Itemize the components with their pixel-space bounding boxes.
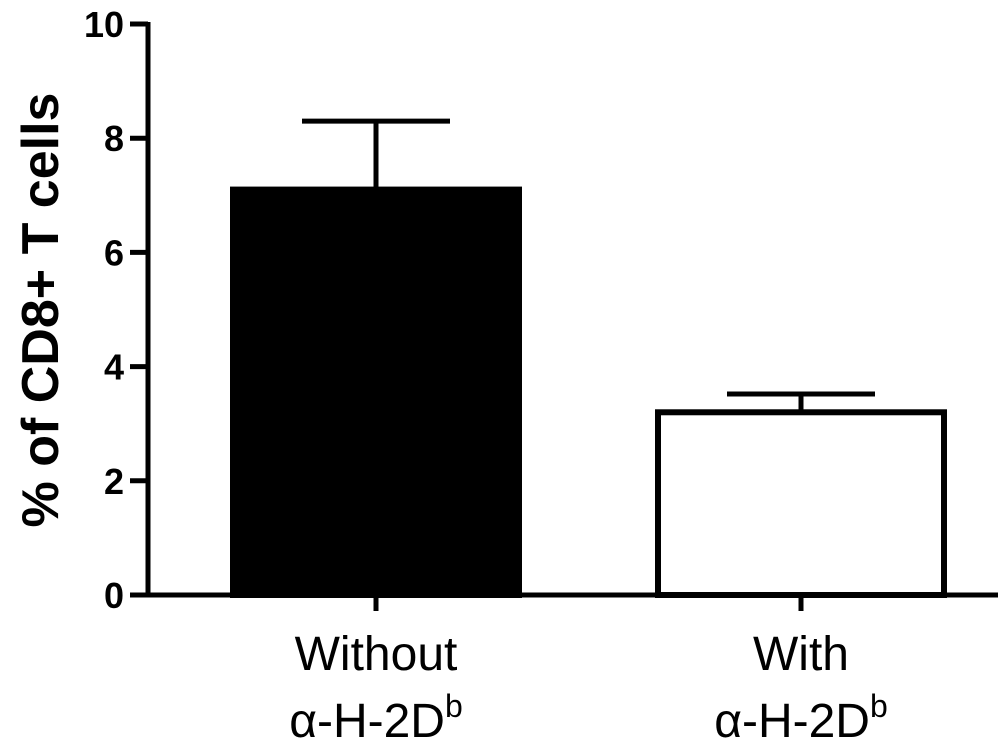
- bars: [230, 118, 947, 598]
- y-tick-label: 8: [104, 118, 124, 159]
- category-label-superscript: b: [445, 688, 463, 724]
- category-label-main: α-H-2D: [714, 695, 870, 746]
- y-tick-label: 4: [104, 347, 124, 388]
- y-tick-label: 0: [104, 575, 124, 616]
- x-category-label-line1: With: [753, 628, 849, 681]
- category-label-superscript: b: [870, 688, 888, 724]
- y-axis-title: % of CD8+ T cells: [12, 93, 70, 528]
- bar: [230, 186, 522, 598]
- y-tick-label: 10: [84, 4, 124, 45]
- x-category-label-line2: α-H-2Db: [289, 688, 463, 746]
- category-label-main: α-H-2D: [289, 695, 445, 746]
- y-tick-label: 2: [104, 461, 124, 502]
- x-category-label-line2: α-H-2Db: [714, 688, 888, 746]
- y-tick-label: 6: [104, 232, 124, 273]
- x-category-label-line1: Without: [295, 628, 458, 681]
- bar: [655, 409, 947, 598]
